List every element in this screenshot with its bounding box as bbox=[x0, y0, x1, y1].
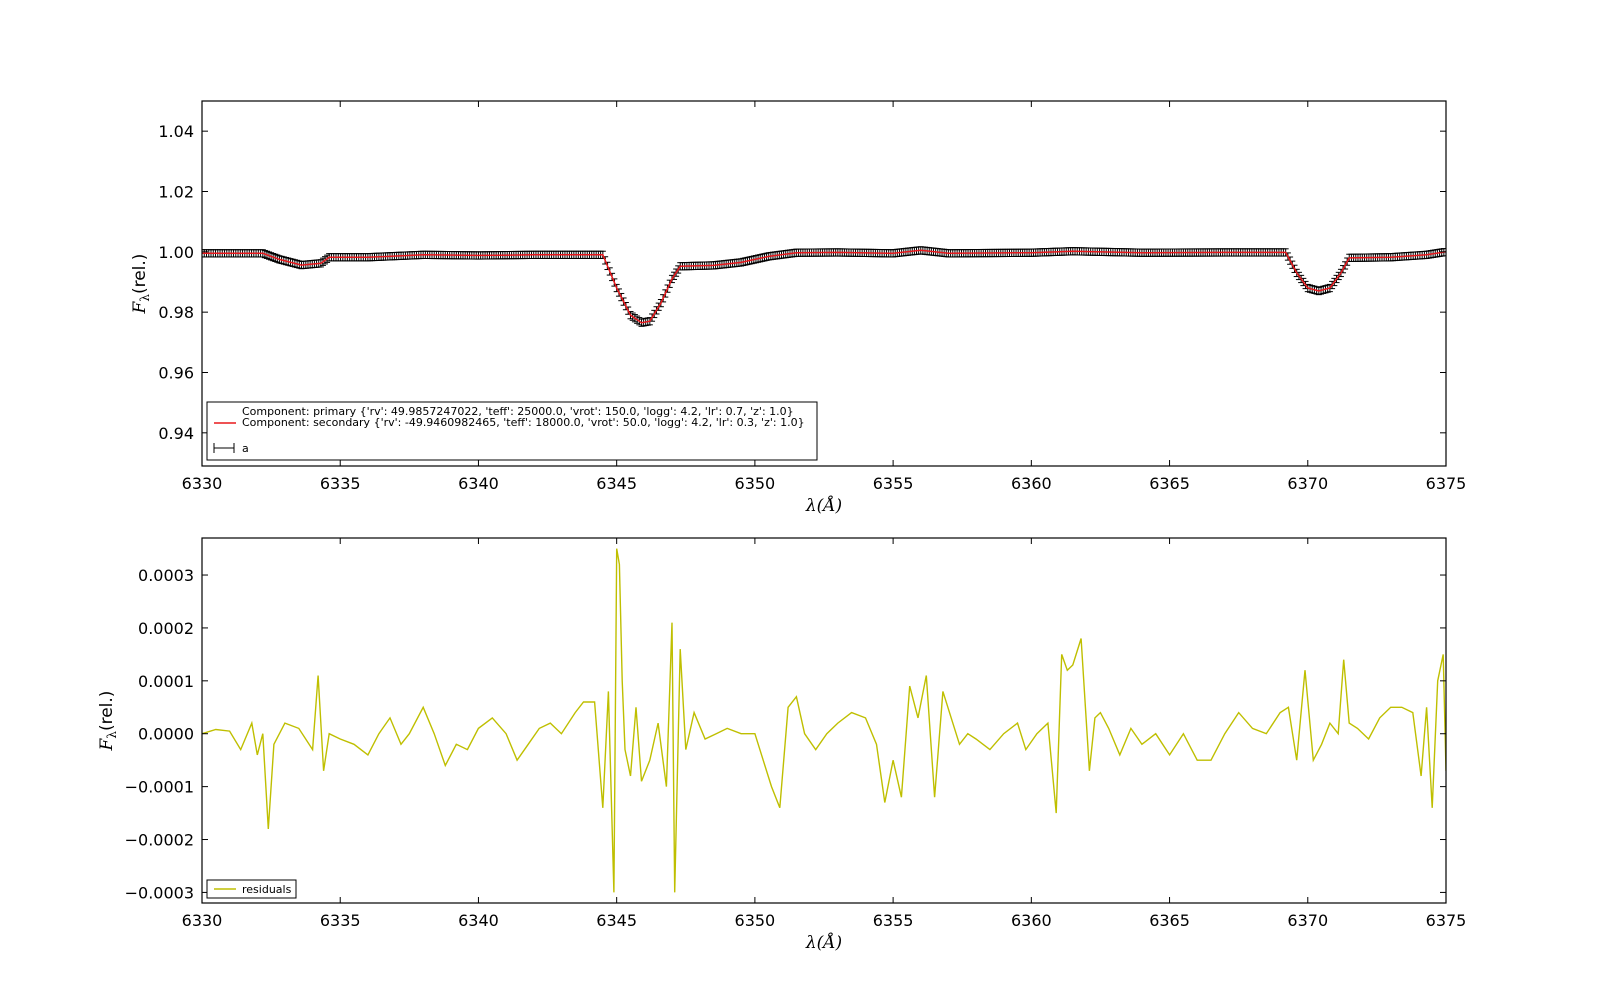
x-tick-label: 6360 bbox=[1011, 911, 1052, 930]
residuals-panel: 6330 6335 6340 6345 6350 6355 6360 6365 6370 6375… bbox=[97, 537, 1467, 953]
x-tick-label: 6370 bbox=[1287, 474, 1328, 493]
x-tick-label: 6345 bbox=[596, 911, 637, 930]
x-tick-label: 6360 bbox=[1011, 474, 1052, 493]
x-tick-label: 6350 bbox=[735, 911, 776, 930]
legend-box bbox=[206, 401, 818, 461]
x-tick-label: 6345 bbox=[596, 474, 637, 493]
plot-frame bbox=[201, 537, 1447, 904]
y-tick-label: 0.0001 bbox=[138, 672, 194, 691]
x-tick-label: 6355 bbox=[873, 911, 914, 930]
x-axis-label: λ(Å) bbox=[805, 495, 842, 516]
plot-area bbox=[202, 548, 1446, 893]
y-tick-label: 1.04 bbox=[158, 122, 194, 141]
y-tick-label: 0.0002 bbox=[138, 619, 194, 638]
y-axis-label: Fλ(rel.) bbox=[97, 691, 119, 752]
series-line bbox=[202, 548, 1446, 893]
legend-label: Component: primary {'rv': 49.9857247022,… bbox=[242, 405, 794, 418]
x-tick-label: 6365 bbox=[1149, 474, 1190, 493]
y-tick-label: 0.0003 bbox=[138, 566, 194, 585]
y-axis-label: Fλ(rel.) bbox=[130, 254, 152, 315]
x-tick-label: 6355 bbox=[873, 474, 914, 493]
y-tick-label: 1.00 bbox=[158, 243, 194, 262]
y-tick-label: 0.94 bbox=[158, 424, 194, 443]
y-tick-label: 1.02 bbox=[158, 182, 194, 201]
y-tick-label: 0.96 bbox=[158, 363, 194, 382]
y-tick-label: −0.0001 bbox=[125, 778, 194, 797]
x-tick-label: 6340 bbox=[458, 911, 499, 930]
x-tick-label: 6375 bbox=[1426, 474, 1467, 493]
x-axis-label: λ(Å) bbox=[805, 932, 842, 953]
x-tick-label: 6370 bbox=[1287, 911, 1328, 930]
model-line bbox=[202, 249, 1446, 324]
legend-label: a bbox=[242, 442, 249, 455]
legend-box bbox=[206, 879, 297, 899]
x-tick-label: 6340 bbox=[458, 474, 499, 493]
errorbar-series bbox=[202, 246, 1446, 327]
plot-area bbox=[202, 246, 1446, 327]
x-tick-label: 6335 bbox=[320, 474, 361, 493]
y-tick-label: 0.0000 bbox=[138, 725, 194, 744]
x-tick-label: 6335 bbox=[320, 911, 361, 930]
x-tick-label: 6375 bbox=[1426, 911, 1467, 930]
legend: Component: primary {'rv': 49.9857247022,… bbox=[206, 401, 818, 461]
spectrum-panel: 6330 6335 6340 6345 6350 6355 6360 6365 6370 6375… bbox=[130, 100, 1467, 516]
legend: residuals bbox=[206, 879, 297, 899]
y-tick-label: −0.0003 bbox=[125, 883, 194, 902]
x-tick-label: 6330 bbox=[182, 911, 223, 930]
x-tick-label: 6365 bbox=[1149, 911, 1190, 930]
legend-label: residuals bbox=[242, 883, 292, 896]
legend-label: Component: secondary {'rv': -49.94609824… bbox=[242, 416, 805, 429]
y-tick-label: −0.0002 bbox=[125, 831, 194, 850]
x-tick-label: 6330 bbox=[182, 474, 223, 493]
plot-frame bbox=[201, 100, 1447, 467]
x-tick-label: 6350 bbox=[735, 474, 776, 493]
y-tick-label: 0.98 bbox=[158, 303, 194, 322]
